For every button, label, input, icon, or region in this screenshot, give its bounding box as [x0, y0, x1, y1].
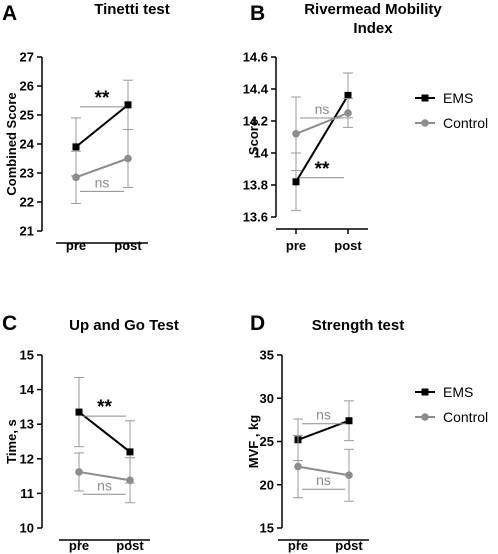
data-point-control [294, 462, 302, 471]
data-point-control [345, 471, 353, 480]
panel-A: A Tinetti test Combined Score 21 22 23 24 25 26 2… [2, 1, 170, 253]
legend-label: EMS [443, 90, 473, 106]
panel-letter: B [250, 2, 265, 25]
x-tick-label: pre [66, 238, 86, 253]
y-tick-label: 35 [260, 348, 274, 363]
significance-label: ** [95, 88, 110, 109]
data-point-ems [345, 417, 353, 425]
x-tick-label: pre [288, 538, 308, 553]
y-tick-label: 13 [20, 417, 34, 432]
y-tick-label: 25 [20, 108, 34, 123]
data-point-control [126, 476, 134, 485]
data-point-control [72, 173, 80, 182]
data-point-ems [344, 91, 352, 99]
x-tick-label: post [116, 538, 144, 553]
y-tick-label: 14 [254, 146, 269, 161]
y-tick-label: 10 [20, 521, 34, 536]
y-tick-label: 15 [20, 348, 34, 363]
series-line-ems [78, 411, 131, 453]
y-axis-label: Time, s [4, 419, 19, 464]
legend-marker [421, 94, 429, 102]
panel-D: D Strength test MVF , kg 15 20 25 30 35 pre post n… [246, 312, 404, 553]
data-point-ems [72, 143, 80, 151]
x-tick-label: post [114, 238, 142, 253]
y-tick-label: 15 [260, 521, 274, 536]
ns-label: ns [95, 174, 110, 190]
significance-label: ** [97, 397, 112, 418]
chart-title: Index [353, 20, 393, 37]
significance-label: ** [315, 159, 330, 180]
y-tick-label: 14 [20, 382, 35, 397]
chart-title: Rivermead Mobility [304, 1, 442, 18]
panel-letter: D [250, 312, 265, 335]
legend: EMS Control [415, 90, 488, 131]
y-tick-label: 21 [20, 224, 34, 239]
y-tick-label: 23 [20, 166, 34, 181]
data-point-control [124, 154, 132, 163]
chart-title: Strength test [312, 317, 405, 334]
panel-letter: A [2, 2, 17, 25]
y-axis-label: MVF , kg [246, 415, 261, 469]
data-point-control [344, 109, 352, 117]
data-point-control [292, 130, 300, 138]
series-line-control [78, 470, 131, 482]
panel-B: B Rivermead Mobility Index Score 13.6 13.8 14 1… [243, 1, 443, 253]
legend-label: Control [443, 115, 488, 131]
y-tick-label: 26 [20, 79, 34, 94]
ns-label: ns [97, 477, 112, 493]
x-tick-label: pre [286, 238, 306, 253]
y-axis-label: Score [246, 119, 261, 155]
y-tick-label: 11 [20, 486, 34, 501]
y-tick-label: 25 [260, 434, 274, 449]
series-line-control [295, 112, 349, 135]
y-tick-label: 20 [260, 477, 274, 492]
series-line-ems [295, 94, 349, 183]
data-point-ems [292, 178, 300, 186]
panel-C: C Up and Go Test Time, s 10 11 12 13 14 15 pre pos… [2, 312, 179, 553]
legend-marker [421, 388, 429, 396]
panel-letter: C [2, 312, 17, 335]
y-tick-label: 13.6 [243, 210, 268, 225]
x-tick-label: post [334, 238, 362, 253]
x-tick-label: post [335, 538, 363, 553]
ns-label: ns [316, 472, 331, 488]
y-axis-label: Combined Score [4, 92, 19, 195]
legend-marker [421, 119, 429, 127]
y-tick-label: 14.4 [243, 82, 269, 97]
chart-title: Up and Go Test [69, 317, 179, 334]
data-point-ems [75, 408, 83, 416]
legend-marker [421, 413, 429, 421]
series-line-ems [75, 104, 129, 148]
y-tick-label: 13.8 [243, 178, 268, 193]
y-tick-label: 14.6 [243, 50, 268, 65]
y-tick-label: 14.2 [243, 114, 268, 129]
y-tick-label: 22 [20, 195, 34, 210]
legend: EMS Control [415, 384, 488, 425]
series-line-control [297, 465, 350, 477]
ns-label: ns [316, 407, 331, 423]
series-line-control [75, 157, 129, 179]
legend-label: EMS [443, 384, 473, 400]
legend-label: Control [443, 409, 488, 425]
ns-label: ns [315, 101, 330, 117]
data-point-ems [124, 101, 132, 109]
y-tick-label: 27 [20, 50, 34, 65]
chart-title: Tinetti test [94, 1, 170, 18]
y-tick-label: 30 [260, 391, 274, 406]
y-tick-label: 24 [20, 137, 35, 152]
data-point-control [75, 468, 83, 476]
x-tick-label: pre [69, 538, 89, 553]
y-tick-label: 12 [20, 451, 34, 466]
data-point-ems [126, 448, 134, 456]
